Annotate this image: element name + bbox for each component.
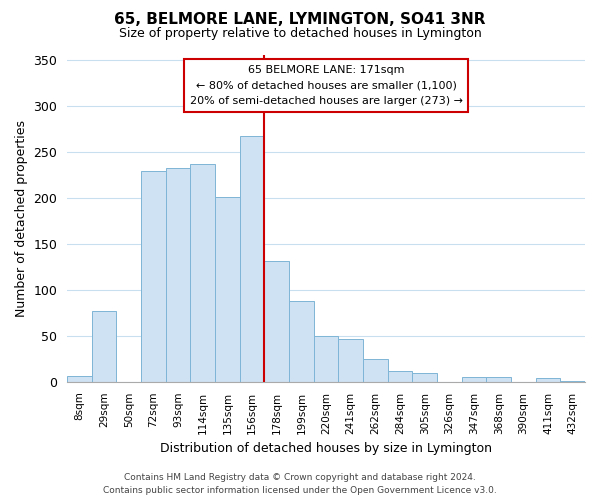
Text: Size of property relative to detached houses in Lymington: Size of property relative to detached ho… — [119, 28, 481, 40]
Text: 65 BELMORE LANE: 171sqm
← 80% of detached houses are smaller (1,100)
20% of semi: 65 BELMORE LANE: 171sqm ← 80% of detache… — [190, 65, 463, 106]
Y-axis label: Number of detached properties: Number of detached properties — [15, 120, 28, 317]
Text: 65, BELMORE LANE, LYMINGTON, SO41 3NR: 65, BELMORE LANE, LYMINGTON, SO41 3NR — [114, 12, 486, 28]
Bar — [141, 171, 166, 382]
Bar — [314, 336, 338, 382]
Text: Contains HM Land Registry data © Crown copyright and database right 2024.
Contai: Contains HM Land Registry data © Crown c… — [103, 474, 497, 495]
Bar — [240, 136, 265, 382]
Bar — [215, 197, 240, 382]
Bar — [560, 381, 585, 382]
Bar — [166, 168, 190, 382]
Bar — [289, 301, 314, 382]
Bar — [265, 261, 289, 382]
Bar — [462, 377, 487, 382]
Bar — [536, 378, 560, 382]
Bar — [338, 340, 363, 382]
Bar — [487, 377, 511, 382]
Bar — [412, 372, 437, 382]
Bar — [92, 311, 116, 382]
Bar — [363, 359, 388, 382]
Bar — [67, 376, 92, 382]
X-axis label: Distribution of detached houses by size in Lymington: Distribution of detached houses by size … — [160, 442, 492, 455]
Bar — [388, 371, 412, 382]
Bar — [190, 164, 215, 382]
